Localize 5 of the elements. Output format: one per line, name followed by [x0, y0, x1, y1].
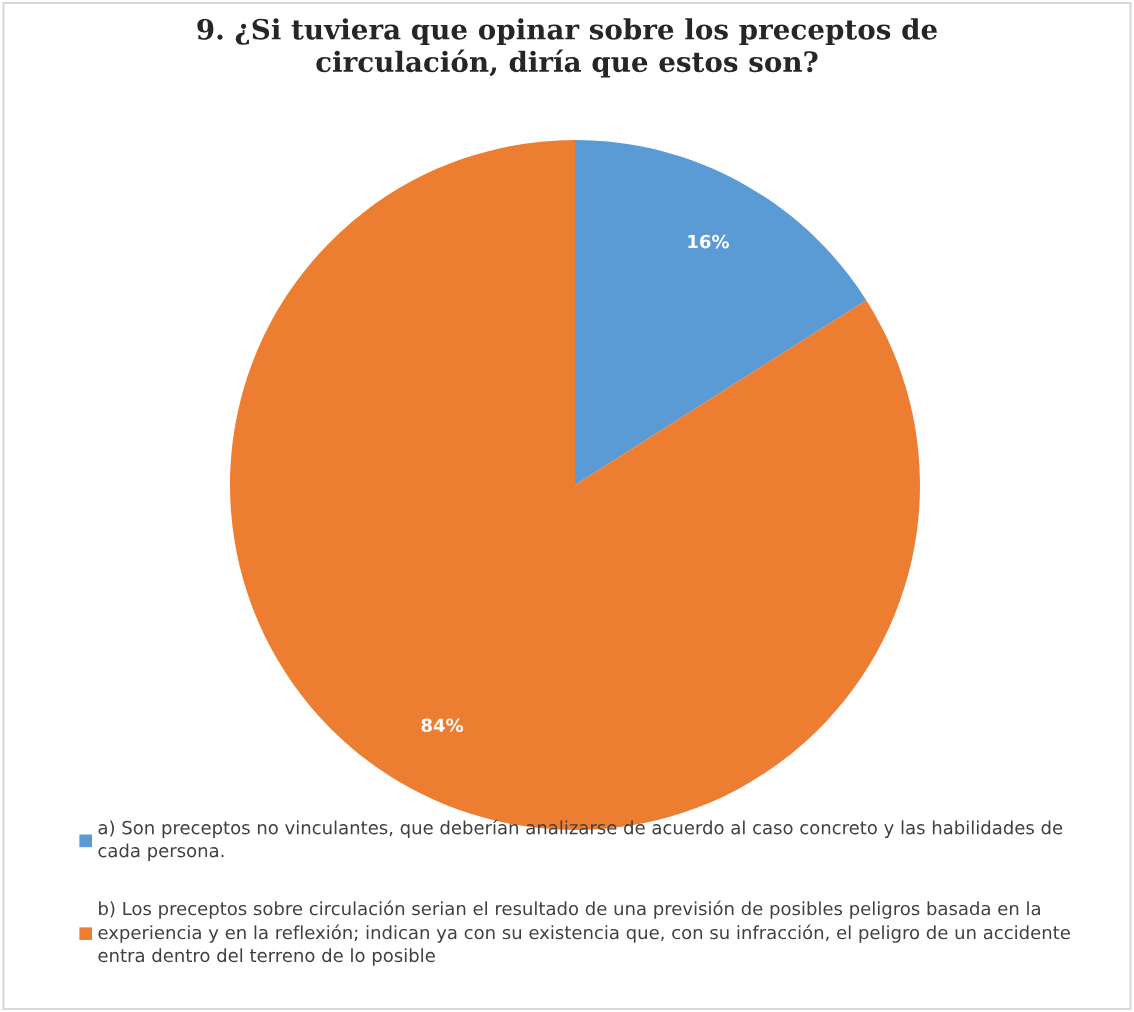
legend-label: b) Los preceptos sobre circulación serian el resultado de una previsión de posibles peligros basada en la experiencia y en la reflexión; indican ya con su existencia que, con su infracción, el peligro de un accidente entra dentro del terreno de lo posible [98, 900, 1070, 966]
chart-title: 9. ¿Si tuviera que opinar sobre los preceptos de circulación, diría que estos son? [197, 18, 937, 78]
data-label: 84% [421, 718, 464, 733]
pie-slice [575, 140, 867, 485]
data-label: 16% [688, 234, 729, 249]
